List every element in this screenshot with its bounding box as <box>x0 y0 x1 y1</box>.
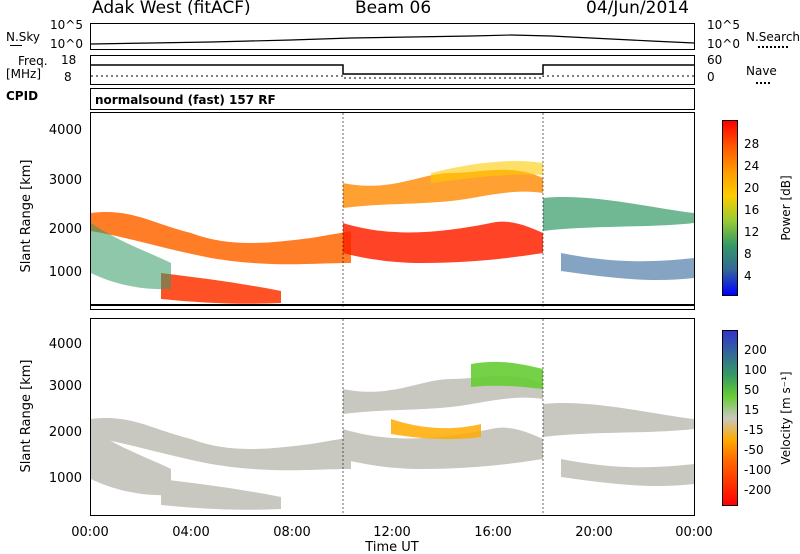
freq-unit: [MHz] <box>6 67 42 81</box>
velocity-cb-tick: 100 <box>744 363 767 377</box>
velocity-colorbar-gradient <box>723 331 737 505</box>
freq-label: Freq. <box>18 54 48 68</box>
power-cb-tick: 8 <box>744 247 752 261</box>
date-title: 04/Jun/2014 <box>586 0 689 18</box>
nsearch-tick-top: 10^5 <box>707 18 740 32</box>
velocity-ytick: 3000 <box>49 379 82 394</box>
power-cb-tick: 16 <box>744 203 759 217</box>
velocity-ylabel: Slant Range [km] <box>19 360 34 473</box>
velocity-plot <box>91 319 694 515</box>
nave-legend-line <box>756 82 770 84</box>
xtick: 00:00 <box>71 525 108 540</box>
velocity-cb-tick: -200 <box>744 483 771 497</box>
nsky-label: N.Sky <box>6 30 41 44</box>
nave-tick-bottom: 0 <box>707 70 715 84</box>
site-title: Adak West (fitACF) <box>92 0 251 18</box>
nsearch-legend-line <box>758 46 788 48</box>
power-colorbar-axis: 28 24 20 16 12 8 4 Power [dB] <box>744 137 793 283</box>
power-cb-label: Power [dB] <box>779 175 793 240</box>
xtick: 12:00 <box>373 525 410 540</box>
nsearch-tick-bottom: 10^0 <box>707 37 740 51</box>
power-ytick: 4000 <box>49 123 82 138</box>
xtick: 16:00 <box>474 525 511 540</box>
power-plot <box>91 113 694 309</box>
nsearch-label: N.Search <box>746 30 800 44</box>
power-cb-tick: 4 <box>744 269 752 283</box>
freq-panel <box>90 55 695 85</box>
y-axes: 4000 3000 2000 1000 4000 3000 2000 1000 … <box>19 123 82 486</box>
power-yticks: 4000 3000 2000 1000 <box>49 123 82 280</box>
velocity-colorbar <box>722 330 738 506</box>
power-echo-bands <box>91 161 694 304</box>
velocity-panel <box>90 318 695 516</box>
velocity-cb-tick: -50 <box>744 443 764 457</box>
power-ytick: 3000 <box>49 173 82 188</box>
nsky-tick-top: 10^5 <box>50 18 83 32</box>
velocity-cb-tick: -15 <box>744 423 764 437</box>
freq-trace <box>91 64 694 79</box>
velocity-echo-bands <box>91 361 694 510</box>
velocity-cb-tick: 50 <box>744 383 759 397</box>
velocity-yticks: 4000 3000 2000 1000 <box>49 337 82 486</box>
power-cb-tick: 20 <box>744 181 759 195</box>
xtick: 20:00 <box>575 525 612 540</box>
power-cb-tick: 28 <box>744 137 759 151</box>
nave-label: Nave <box>746 64 777 78</box>
freq-tick-bottom: 8 <box>64 70 72 84</box>
velocity-cb-tick: 15 <box>744 403 759 417</box>
power-panel <box>90 112 695 310</box>
velocity-cb-tick: 200 <box>744 343 767 357</box>
velocity-ytick: 2000 <box>49 425 82 440</box>
velocity-colorbar-axis: 200 100 50 15 -15 -50 -100 -200 Velocity… <box>744 343 793 497</box>
cpid-label: CPID <box>6 89 39 103</box>
power-ytick: 1000 <box>49 265 82 280</box>
xlabel: Time UT <box>364 540 418 554</box>
x-axis: 00:00 04:00 08:00 12:00 16:00 20:00 00:0… <box>71 525 712 554</box>
nsky-panel <box>90 23 695 50</box>
velocity-cb-label: Velocity [m s⁻¹] <box>779 371 793 464</box>
velocity-ytick: 4000 <box>49 337 82 352</box>
nsky-tick-bottom: 10^0 <box>50 37 83 51</box>
power-colorbar-gradient <box>723 121 737 295</box>
power-cb-tick: 12 <box>744 225 759 239</box>
power-ytick: 2000 <box>49 222 82 237</box>
power-cb-tick: 24 <box>744 159 759 173</box>
nsky-legend-line <box>10 45 22 46</box>
cpid-text: normalsound (fast) 157 RF <box>95 93 276 107</box>
xtick: 08:00 <box>273 525 310 540</box>
freq-tick-top: 18 <box>61 53 77 67</box>
beam-title: Beam 06 <box>355 0 432 18</box>
cpid-panel: normalsound (fast) 157 RF <box>90 88 695 110</box>
velocity-cb-tick: -100 <box>744 463 771 477</box>
xtick: 00:00 <box>675 525 712 540</box>
xtick: 04:00 <box>172 525 209 540</box>
nsky-trace <box>90 34 695 45</box>
velocity-ytick: 1000 <box>49 471 82 486</box>
power-ylabel: Slant Range [km] <box>19 160 34 273</box>
nave-tick-top: 60 <box>707 53 723 67</box>
power-colorbar <box>722 120 738 296</box>
